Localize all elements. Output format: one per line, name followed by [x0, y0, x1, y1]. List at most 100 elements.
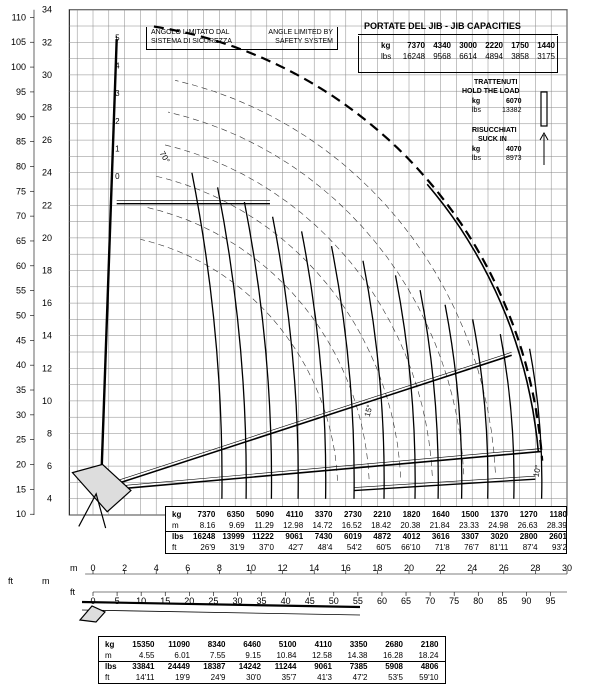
jib-cell: 16248	[402, 52, 425, 61]
suck-title-1: RISUCCHIATI	[472, 127, 517, 134]
table-cell: 1180	[549, 510, 567, 519]
y-tick-m: 30	[42, 70, 52, 80]
y-tick-ft: 110	[12, 12, 26, 22]
table-cell: 33841	[132, 662, 155, 671]
capacity-curve	[499, 333, 515, 499]
table-cell: 4.55	[138, 651, 155, 660]
x-tick-m: 20	[404, 563, 414, 573]
jib-cell: 1440	[537, 41, 555, 50]
y-tick-m: 12	[42, 363, 52, 373]
table-cell: 9.69	[229, 521, 245, 530]
table-cell: 47'2	[352, 673, 368, 682]
capacity-curve	[191, 172, 223, 499]
x-tick-ft: 50	[329, 596, 339, 606]
x-tick-ft: 30	[232, 596, 242, 606]
table-cell: 16248	[193, 532, 216, 541]
boom-section-label: 1	[115, 145, 120, 154]
angle-limited-en-2: SAFETY SYSTEM	[275, 38, 333, 45]
jib-capacities-box: PORTATE DEL JIB - JIB CAPACITIES kg 7370 4…	[358, 18, 558, 74]
jib-hook-icon	[540, 91, 548, 127]
boom-section-label: 0	[115, 172, 120, 181]
capacity-curve	[528, 348, 543, 499]
y-unit-m: m	[42, 576, 50, 586]
capacity-curve	[243, 201, 273, 499]
table-cell: 53'5	[388, 673, 403, 682]
jib-arrow-head	[539, 131, 549, 141]
capacity-curve	[362, 260, 385, 499]
x-tick-ft: 5	[115, 596, 120, 606]
table-cell: 2800	[519, 532, 538, 541]
main-table-row-m: m 8.16 9.69 11.29 12.98 14.72 16.52 18.42 20.38 2…	[166, 520, 567, 531]
table-cell: 4012	[402, 532, 421, 541]
jib-cell: 4894	[485, 52, 503, 61]
y-tick-ft: 85	[16, 137, 26, 147]
bottom-table-row-m: m 4.55 6.01 7.55 9.15 10.84 12.58 14.38 16.28 18.…	[99, 650, 445, 661]
table-cell: 12.98	[283, 521, 304, 530]
y-tick-m: 24	[42, 168, 52, 178]
y-tick-m: 18	[42, 266, 52, 276]
y-tick-ft: 105	[11, 37, 26, 47]
suck-kg: 4070	[506, 146, 522, 153]
table-cell: 26'9	[200, 543, 216, 552]
table-cell: 5090	[256, 510, 274, 519]
table-cell: 11244	[274, 662, 297, 671]
hold-kg: 6070	[506, 98, 522, 105]
table-row-label: m	[172, 521, 179, 530]
y-tick-m: 8	[47, 429, 52, 439]
main-capacity-table: kg 7370 6350 5090 4110 3370 2730 2210 1820 1640 15…	[165, 506, 567, 554]
x-tick-ft: 15	[160, 596, 170, 606]
table-cell: 4806	[420, 662, 439, 671]
x-tick-m: 12	[278, 563, 288, 573]
boom-10deg-edge	[100, 448, 542, 488]
boom-15deg-edge	[100, 351, 512, 487]
jib-cell: 1750	[511, 41, 529, 50]
table-cell: 9061	[314, 662, 332, 671]
angle-limited-it-2: SISTEMA DI SICUREZZA	[151, 38, 232, 45]
x-tick-ft: 70	[425, 596, 435, 606]
y-tick-m: 10	[42, 396, 52, 406]
capacity-curves	[191, 172, 543, 499]
suck-lbs: 8973	[506, 155, 522, 162]
capacity-curve	[444, 304, 463, 499]
table-cell: 1640	[431, 510, 450, 519]
y-tick-ft: 60	[16, 261, 26, 271]
y-tick-m: 6	[47, 461, 52, 471]
jib-title: PORTATE DEL JIB - JIB CAPACITIES	[364, 21, 521, 31]
dashed-reach-arcs	[140, 80, 496, 481]
horizontal-boom-lower-edge	[353, 475, 536, 488]
table-cell: 54'2	[346, 543, 362, 552]
x-tick-ft: 40	[281, 596, 291, 606]
capacity-curve	[419, 289, 439, 499]
table-cell: 76'7	[464, 543, 479, 552]
reach-envelope-solid	[426, 183, 540, 452]
table-cell: 2601	[549, 532, 567, 541]
jib-cell: 9568	[433, 52, 451, 61]
table-row-label: kg	[172, 510, 182, 519]
hold-title-2: HOLD THE LOAD	[462, 88, 520, 95]
x-tick-m: 0	[90, 563, 95, 573]
y-tick-ft: 20	[16, 460, 26, 470]
x-tick-m: 30	[562, 563, 572, 573]
table-cell: 8.16	[199, 521, 216, 530]
table-cell: 16.52	[341, 521, 362, 530]
jib-cell: 4340	[433, 41, 451, 50]
y-axis-labels: 4 6 8 10 12 14 16 18 20 22 24 26 28 30 32 34 10 15 20 25 30 3…	[8, 5, 52, 586]
y-unit-ft: ft	[8, 576, 14, 586]
angle-limited-it-1: ANGOLO LIMITATO DAL	[151, 29, 230, 36]
y-tick-ft: 15	[16, 484, 26, 494]
table-cell: 11.29	[254, 521, 274, 530]
table-cell: 6.01	[174, 651, 190, 660]
table-cell: 20.38	[400, 521, 421, 530]
main-table-row-kg: kg 7370 6350 5090 4110 3370 2730 2210 1820 1640 15…	[166, 509, 567, 520]
main-table-row-ft: ft 26'9 31'9 37'0 42'7 48'4 54'2 60'5 66'10 71'8 7…	[166, 542, 567, 553]
y-tick-ft: 100	[11, 62, 26, 72]
table-cell: 3350	[349, 640, 368, 649]
dashed-arc	[154, 175, 401, 478]
x-tick-m: 28	[530, 563, 540, 573]
hold-lbs-label: lbs	[472, 107, 481, 114]
bottom-crane-base	[78, 605, 106, 623]
table-cell: 7385	[349, 662, 368, 671]
boom-section-label: 2	[115, 117, 120, 126]
jib-cell: 6614	[459, 52, 477, 61]
table-cell: 7370	[197, 510, 216, 519]
